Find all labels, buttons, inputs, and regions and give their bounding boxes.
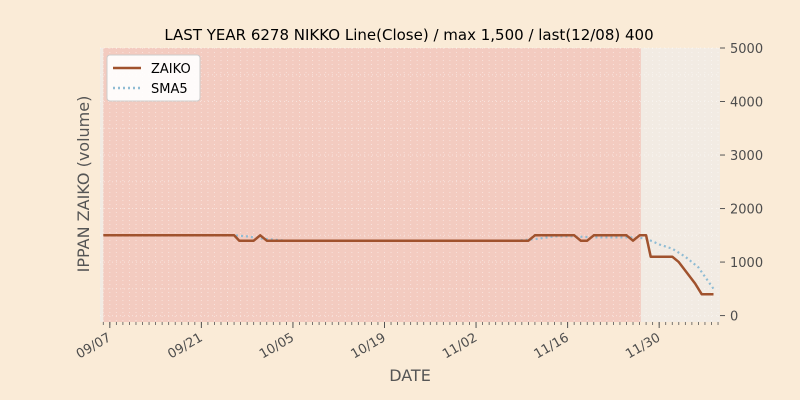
x-tick-label: 11/30	[623, 330, 663, 362]
legend-box	[106, 54, 201, 102]
grid	[100, 47, 720, 322]
y-axis-label: IPPAN ZAIKO (volume)	[74, 96, 93, 273]
series-layer	[103, 234, 715, 296]
legend-label-sma5: SMA5	[151, 82, 188, 97]
x-tick-label: 10/05	[257, 330, 297, 362]
series-line-zaiko	[103, 234, 714, 296]
x-axis-label: DATE	[389, 366, 431, 385]
y-tick-label: 3000	[730, 149, 763, 164]
x-tick-label: 09/07	[74, 330, 114, 362]
x-tick-label: 11/16	[532, 330, 572, 362]
x-tick-label: 09/21	[165, 330, 205, 362]
legend-label-zaiko: ZAIKO	[151, 62, 191, 77]
y-tick-label: 4000	[730, 96, 763, 111]
y-tick-label: 5000	[730, 42, 763, 57]
x-tick-label: 11/02	[440, 330, 480, 362]
y-tick-label: 0	[730, 310, 738, 325]
chart-title: LAST YEAR 6278 NIKKO Line(Close) / max 1…	[164, 26, 653, 44]
y-tick-label: 1000	[730, 256, 763, 271]
y-tick-label: 2000	[730, 203, 763, 218]
x-tick-label: 10/19	[349, 330, 389, 362]
legend: ZAIKO SMA5	[106, 54, 201, 102]
